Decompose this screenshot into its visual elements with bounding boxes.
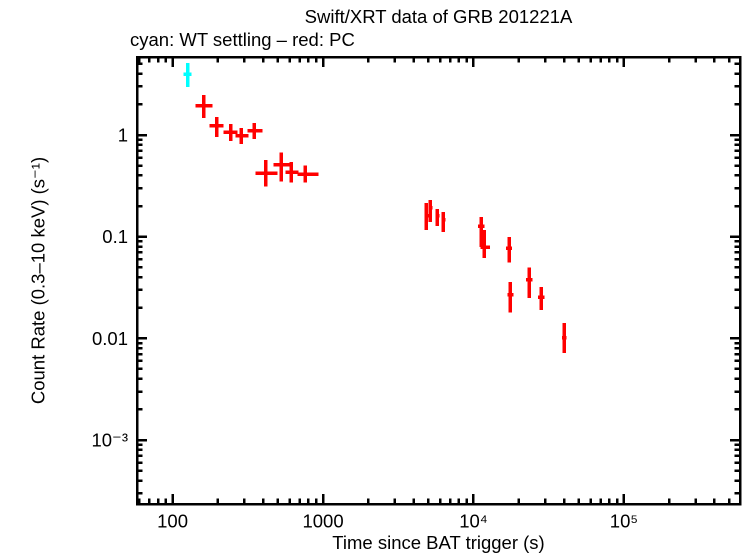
x-tick-label: 1000 — [302, 511, 343, 532]
y-tick-label: 0.01 — [92, 328, 128, 349]
y-tick-label: 10⁻³ — [91, 430, 128, 451]
y-tick-label: 1 — [118, 125, 128, 146]
x-tick-label: 100 — [157, 511, 188, 532]
chart-title: Swift/XRT data of GRB 201221A — [304, 6, 573, 27]
x-tick-label: 10⁴ — [459, 511, 488, 532]
x-tick-label: 10⁵ — [610, 511, 638, 532]
x-axis-label: Time since BAT trigger (s) — [332, 532, 545, 553]
chart-legend: cyan: WT settling – red: PC — [130, 29, 355, 50]
y-tick-label: 0.1 — [102, 226, 128, 247]
axes-frame — [135, 55, 742, 506]
